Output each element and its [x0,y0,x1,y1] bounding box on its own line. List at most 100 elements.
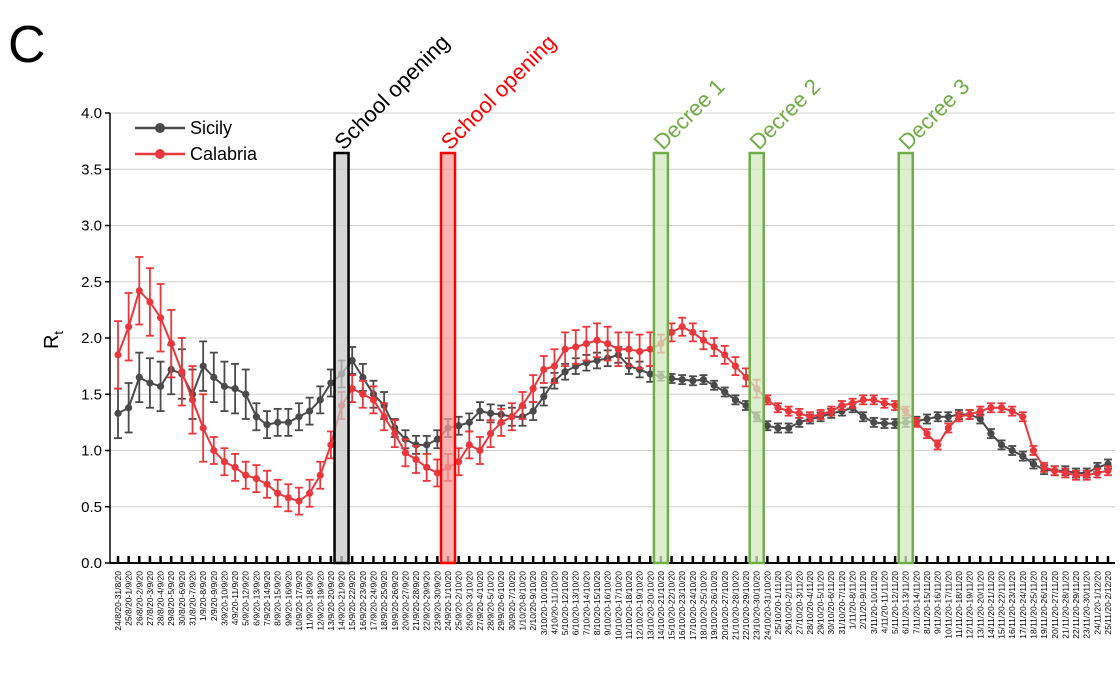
point [987,404,995,412]
x-tick-label: 22/10/20-29/10/20 [741,571,751,640]
x-tick-label: 7/9/20-14/9/20 [262,571,272,626]
x-tick-label: 18/11/20-25/11/20 [1028,571,1038,639]
point [646,345,654,353]
point [838,401,846,410]
point [891,419,899,428]
x-tick-label: 17/10/20-24/10/20 [688,571,698,640]
point [731,396,740,404]
point [912,418,920,426]
point [955,413,963,421]
x-tick-label: 5/11/20-12/11/20 [890,571,900,634]
x-tick-label: 18/9/20-25/9/20 [379,571,389,631]
x-tick-label: 6/10/20-13/10/20 [571,571,581,636]
point [848,399,857,407]
x-tick-label: 20/11/20-27/11/20 [1050,571,1060,639]
x-tick-label: 17/9/20-24/9/20 [368,571,378,631]
x-tick-label: 30/8/20-6/9/20 [177,571,187,626]
point [572,343,580,351]
point [689,377,697,385]
x-tick-label: 27/9/20-4/10/20 [475,571,485,631]
legend-label: Calabria [190,144,258,164]
point [1040,463,1048,471]
x-tick-label: 11/11/20-18/11/20 [954,571,964,638]
x-tick-label: 4/9/20-11/9/20 [230,571,240,625]
x-tick-label: 4/11/20-11/11/20 [879,571,889,634]
point [455,458,463,466]
point [742,401,750,410]
x-tick-label: 7/10/20-14/10/20 [581,571,591,636]
point [252,475,260,483]
x-tick-label: 3/9/20-10/9/20 [219,571,229,626]
x-tick-label: 20/10/20-27/10/20 [720,571,730,640]
point [667,328,676,336]
point [923,415,931,423]
point [348,356,356,365]
point [731,362,740,370]
x-tick-label: 8/9/20-15/9/20 [273,571,283,626]
x-tick-label: 13/10/20-20/10/20 [645,571,655,640]
point [274,418,282,426]
x-tick-label: 20/9/20-27/9/20 [400,571,410,631]
x-tick-label: 27/8/20-3/9/20 [145,571,155,626]
y-tick-label: 2.5 [81,274,102,291]
x-tick-label: 12/10/20-19/10/20 [635,571,645,640]
point [135,373,143,381]
x-tick-label: 29/9/20-6/10/20 [496,571,506,631]
x-tick-label: 25/9/20-2/10/20 [454,571,464,631]
point [561,345,569,353]
point [1083,471,1091,479]
x-tick-label: 4/10/20-11/10/20 [549,571,559,635]
x-tick-label: 14/10/20-21/10/20 [656,571,666,640]
x-tick-label: 8/10/20-15/10/20 [592,571,602,636]
point [880,419,889,428]
x-tick-label: 15/10/20-22/10/20 [667,571,677,640]
point [604,340,612,348]
point [401,449,410,457]
y-tick-label: 1.5 [81,386,102,403]
point [316,471,324,479]
x-tick-label: 19/10/20-26/10/20 [709,571,719,640]
point [1008,407,1016,415]
point [114,351,122,359]
point [646,370,654,378]
x-tick-label: 31/10/20-7/11/20 [837,571,847,635]
y-tick-label: 0.0 [81,555,102,572]
x-tick-label: 5/10/20-12/10/20 [560,571,570,636]
x-tick-label: 31/8/20-7/9/20 [188,571,198,626]
x-tick-label: 12/11/20-19/11/20 [965,571,975,639]
x-tick-label: 10/10/20-17/10/20 [613,571,623,640]
point [966,410,974,419]
point [231,463,239,471]
point [476,446,484,455]
panel-label: C [8,16,46,74]
y-tick-label: 3.0 [81,218,102,235]
point [550,362,559,370]
point [582,340,590,348]
point [742,373,750,381]
point [263,421,271,429]
point [997,404,1006,412]
point [721,351,729,359]
point [795,418,803,426]
point [976,415,984,423]
point [284,418,292,426]
point [146,298,154,306]
x-tick-label: 25/10/20-1/11/20 [773,571,783,635]
point [167,340,175,348]
point [518,401,527,410]
point [188,396,197,404]
y-tick-label: 2.0 [81,330,102,347]
x-tick-label: 1/11/20-8/11/20 [848,571,858,630]
point [359,390,367,398]
point [284,494,292,502]
point [667,374,676,383]
point [146,379,154,387]
point [880,399,889,407]
point [210,373,218,381]
x-tick-label: 24/10/20-31/10/20 [762,571,772,640]
point [125,404,133,412]
y-tick-label: 0.5 [81,499,102,516]
x-tick-label: 15/11/20-22/11/20 [997,571,1007,639]
point [636,347,644,356]
point [423,441,431,449]
